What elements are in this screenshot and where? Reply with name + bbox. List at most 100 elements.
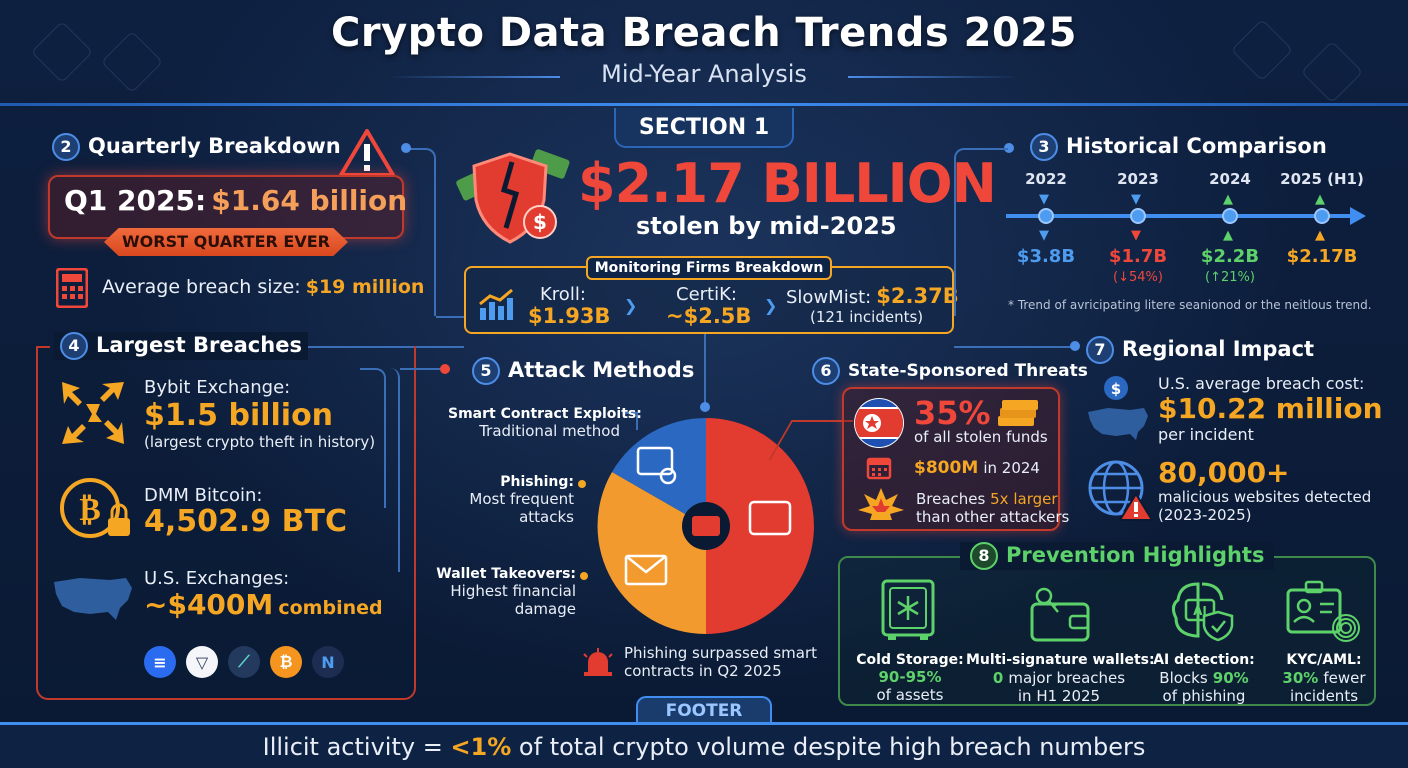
svg-text:$: $ [1111, 380, 1121, 398]
footer-text-post: of total crypto volume despite high brea… [511, 733, 1146, 761]
attack-title: Phishing: [500, 474, 574, 490]
section-number: 4 [60, 332, 88, 360]
attack-desc: damage [514, 600, 576, 618]
connector-dot [1070, 341, 1080, 351]
breach-note: (largest crypto theft in history) [144, 433, 376, 451]
prevention-title: Multi-signature wallets: [966, 652, 1155, 668]
breach-value: ~$400M [144, 588, 274, 621]
q1-value: $1.64 billion [211, 184, 408, 217]
largest-heading-text: Largest Breaches [96, 333, 302, 357]
connector [400, 368, 450, 370]
state-heading: 6 State-Sponsored Threats [812, 357, 1088, 385]
wallet-keys-icon [1030, 587, 1090, 642]
monitoring-title: Monitoring Firms Breakdown [586, 256, 832, 280]
regional-sites-value: 80,000+ [1158, 456, 1290, 489]
connector [704, 334, 706, 408]
connector-dot [440, 364, 450, 374]
historical-footnote: * Trend of avricipating litere seanionod… [1008, 298, 1372, 312]
exchange-logos: ≡ ▽ ⟋ ₿ N [144, 646, 344, 678]
connector-dot [401, 143, 411, 153]
subtitle-divider-left [390, 76, 560, 78]
quarterly-heading-text: Quarterly Breakdown [88, 134, 341, 158]
alarm-siren-icon [583, 648, 613, 676]
svg-text:$: $ [533, 210, 547, 234]
prevention-desc: fewer [1323, 669, 1366, 687]
explosion-breach-icon [62, 382, 124, 444]
header-rule [0, 103, 1408, 106]
footer-tab: FOOTER [636, 696, 772, 724]
breach-value: 4,502.9 BTC [144, 504, 347, 539]
section-number: 6 [812, 357, 840, 385]
avg-label: Average breach size: [102, 276, 301, 298]
connector [624, 412, 638, 430]
prevention-item: KYC/AML: 30% fewer incidents [1274, 652, 1374, 705]
attack-desc: Traditional method [479, 422, 620, 440]
page-subtitle: Mid-Year Analysis [601, 60, 807, 88]
exchange-logo-icon: N [312, 646, 344, 678]
prevention-heading: 8 Prevention Highlights [960, 542, 1275, 570]
prevention-heading-text: Prevention Highlights [1006, 543, 1265, 567]
state-amount-line: $800M in 2024 [914, 458, 1040, 478]
prevention-highlight: 90% [1212, 669, 1249, 687]
firm-value: ~$2.5B [666, 304, 752, 328]
prevention-desc: of assets [876, 686, 944, 704]
firm-name: SlowMist: [786, 287, 872, 308]
historical-heading: 3 Historical Comparison [1030, 133, 1327, 161]
connector [300, 346, 464, 348]
prevention-desc: major breaches [1008, 669, 1126, 687]
connector [954, 148, 988, 316]
prevention-highlight: 30% [1282, 669, 1319, 687]
breach-name: U.S. Exchanges: [144, 568, 290, 589]
svg-text:AI: AI [1193, 604, 1207, 618]
exchange-logo-icon: ₿ [270, 646, 302, 678]
firm-note: (121 incidents) [810, 308, 924, 326]
firm-value: $1.93B [528, 304, 611, 328]
attack-desc: attacks [519, 508, 574, 526]
exchange-logo-icon: ⟋ [228, 646, 260, 678]
regional-cost-suffix: per incident [1158, 425, 1254, 444]
connector [436, 316, 464, 318]
usa-map-icon [54, 578, 132, 620]
prevention-item: Multi-signature wallets: 0 major breache… [966, 652, 1155, 705]
prevention-item: AI detection: Blocks 90% of phishing [1150, 652, 1258, 705]
connector [370, 368, 400, 572]
footer-highlight: <1% [450, 733, 512, 761]
state-breach-line: Breaches 5x larger [916, 490, 1058, 508]
q1-line: Q1 2025: $1.64 billion [64, 184, 407, 217]
id-card-fingerprint-icon [1286, 580, 1360, 642]
page-title: Crypto Data Breach Trends 2025 [331, 10, 1077, 56]
panel-edge [36, 346, 50, 348]
calendar-icon [866, 457, 892, 480]
breach-name: Bybit Exchange: [144, 377, 291, 398]
attack-note: Phishing surpassed smart [624, 644, 818, 662]
hero-caption: stolen by mid-2025 [636, 212, 897, 240]
connector-dot [700, 402, 710, 412]
section-number: 3 [1030, 133, 1058, 161]
breach-value: $1.5 billion [144, 398, 334, 433]
section-tab: SECTION 1 [614, 108, 794, 148]
regional-sites-years: (2023-2025) [1158, 506, 1252, 524]
explosion-icon [858, 488, 904, 520]
firm-slowmist: SlowMist: $2.37B [786, 284, 959, 308]
avg-value: $19 million [305, 276, 425, 298]
attack-label-phishing: Phishing: Most frequent attacks [444, 474, 574, 526]
avg-breach: Average breach size: $19 million [102, 276, 424, 298]
state-amount-suffix: in 2024 [983, 459, 1040, 477]
attack-note: contracts in Q2 2025 [624, 662, 782, 680]
attack-heading-text: Attack Methods [508, 358, 695, 382]
prevention-title: AI detection: [1153, 652, 1255, 668]
largest-heading: 4 Largest Breaches [54, 332, 308, 360]
exchange-logo-icon: ▽ [186, 646, 218, 678]
firm-value: $2.37B [876, 284, 959, 308]
state-heading-text: State-Sponsored Threats [848, 361, 1088, 381]
prevention-highlight: 90-95% [878, 668, 942, 686]
connector [406, 148, 436, 316]
prevention-desc: in H1 2025 [1017, 687, 1101, 705]
state-breach-mult: 5x larger [990, 490, 1058, 508]
regional-cost-label: U.S. average breach cost: [1158, 374, 1365, 393]
section-number: 8 [970, 542, 998, 570]
svg-text:₿: ₿ [79, 490, 100, 528]
prevention-desc: incidents [1289, 687, 1359, 705]
north-korea-flag-icon [854, 398, 904, 448]
section-number: 2 [52, 133, 80, 161]
